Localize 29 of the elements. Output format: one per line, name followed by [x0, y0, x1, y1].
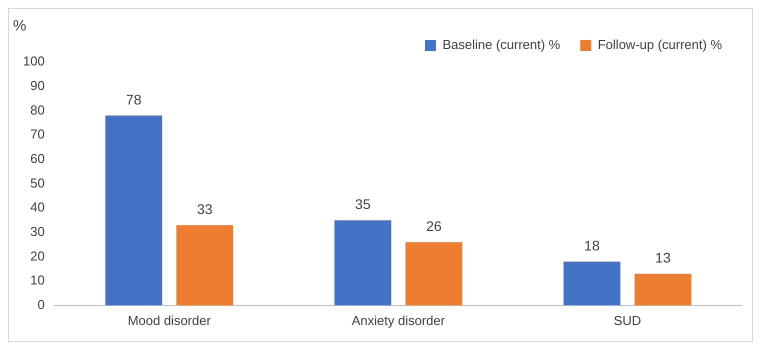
y-tick-label: 50: [30, 175, 45, 190]
legend-label: Follow-up (current) %: [598, 37, 722, 52]
bar: [634, 274, 692, 306]
data-label: 13: [655, 250, 671, 266]
data-label: 26: [426, 218, 442, 234]
bar: [564, 262, 620, 306]
y-tick-label: 70: [30, 126, 45, 142]
y-tick-label: 40: [30, 200, 45, 215]
bar: [405, 242, 462, 306]
data-label: 78: [126, 91, 142, 108]
y-tick-label: 30: [30, 224, 45, 239]
y-tick-label: 0: [37, 296, 45, 312]
x-tick-label: Anxiety disorder: [352, 312, 446, 328]
y-tick-label: 90: [30, 78, 45, 93]
y-tick-label: 10: [30, 272, 45, 288]
data-label: 18: [584, 237, 600, 254]
bar: [334, 220, 392, 306]
bar: [176, 225, 234, 306]
data-label: 35: [355, 196, 371, 212]
x-tick-label: Mood disorder: [128, 312, 212, 328]
y-tick-label: 60: [30, 150, 45, 166]
x-tick-label: SUD: [614, 312, 642, 328]
y-tick-label: 100: [22, 54, 45, 69]
bar: [105, 116, 162, 306]
y-tick-label: 80: [30, 102, 45, 118]
y-tick-label: 20: [30, 248, 45, 264]
data-label: 33: [196, 200, 213, 217]
legend-label: Baseline (current) %: [442, 37, 561, 52]
y-axis-title: %: [13, 18, 26, 35]
